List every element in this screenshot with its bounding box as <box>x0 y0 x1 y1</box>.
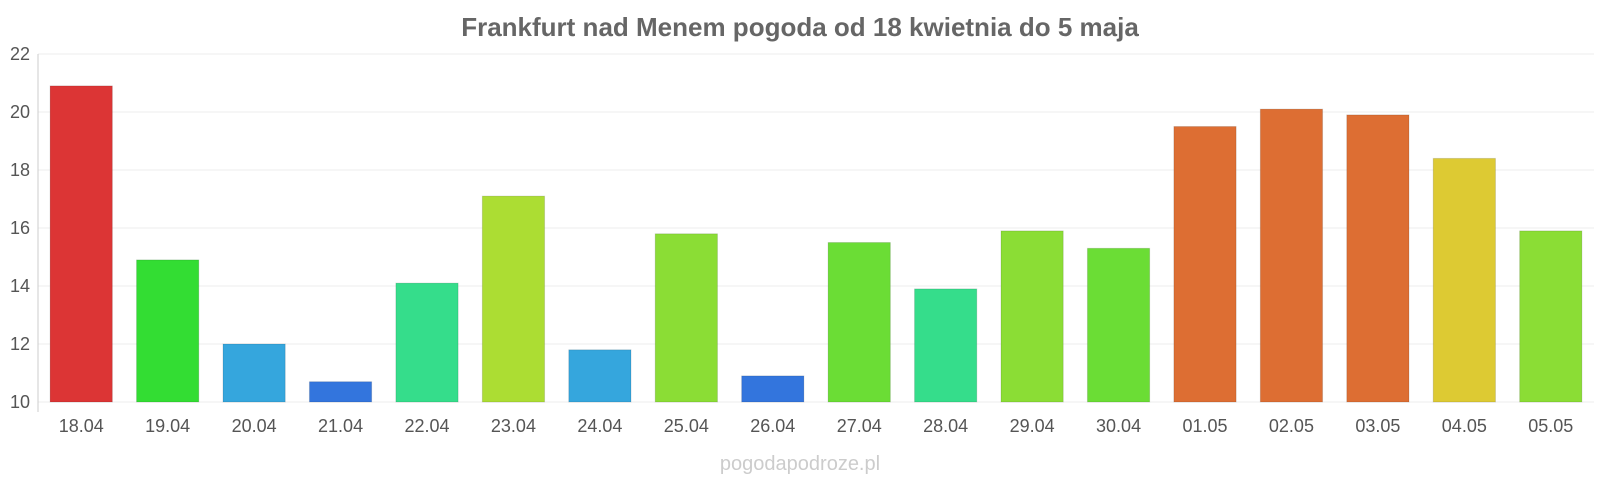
x-tick-label: 26.04 <box>750 416 795 436</box>
y-tick-label: 12 <box>10 334 30 354</box>
x-tick-label: 22.04 <box>404 416 449 436</box>
y-tick-label: 14 <box>10 276 30 296</box>
bar-19.04 <box>136 259 200 403</box>
gridlines <box>38 53 1594 403</box>
bar-03.05 <box>1346 114 1410 403</box>
x-tick-label: 18.04 <box>59 416 104 436</box>
x-tick-label: 03.05 <box>1355 416 1400 436</box>
bar-22.04 <box>395 282 459 403</box>
y-axis-ticks: 10 12 14 16 18 20 22 <box>10 44 30 412</box>
y-tick-label: 22 <box>10 44 30 64</box>
x-tick-label: 01.05 <box>1182 416 1227 436</box>
bar-02.05 <box>1259 108 1324 403</box>
x-tick-label: 05.05 <box>1528 416 1573 436</box>
bar-01.05 <box>1173 126 1237 403</box>
x-tick-label: 19.04 <box>145 416 190 436</box>
bars <box>49 85 1583 403</box>
bar-30.04 <box>1086 247 1151 403</box>
bar-29.04 <box>1000 230 1064 403</box>
y-tick-label: 10 <box>10 392 30 412</box>
x-tick-label: 29.04 <box>1010 416 1055 436</box>
y-tick-label: 20 <box>10 102 30 122</box>
x-tick-label: 27.04 <box>837 416 882 436</box>
x-tick-label: 04.05 <box>1442 416 1487 436</box>
x-tick-label: 20.04 <box>232 416 277 436</box>
bar-28.04 <box>914 288 978 403</box>
bar-27.04 <box>827 242 891 403</box>
y-tick-label: 18 <box>10 160 30 180</box>
x-tick-label: 28.04 <box>923 416 968 436</box>
x-tick-label: 02.05 <box>1269 416 1314 436</box>
chart-title: Frankfurt nad Menem pogoda od 18 kwietni… <box>461 12 1139 42</box>
bar-20.04 <box>222 343 286 403</box>
bar-26.04 <box>741 375 805 403</box>
bar-05.05 <box>1519 230 1583 403</box>
y-tick-label: 16 <box>10 218 30 238</box>
watermark: pogodapodroze.pl <box>720 453 880 475</box>
x-axis-ticks: 18.04 19.04 20.04 21.04 22.04 23.04 24.04 25.04… <box>59 416 1574 436</box>
bar-21.04 <box>308 381 373 403</box>
x-tick-label: 25.04 <box>664 416 709 436</box>
bar-04.05 <box>1432 157 1496 403</box>
bar-24.04 <box>568 349 632 403</box>
bar-25.04 <box>654 233 718 403</box>
x-tick-label: 21.04 <box>318 416 363 436</box>
bar-18.04 <box>49 85 113 403</box>
x-tick-label: 24.04 <box>577 416 622 436</box>
x-tick-label: 30.04 <box>1096 416 1141 436</box>
bar-23.04 <box>481 195 546 403</box>
x-tick-label: 23.04 <box>491 416 536 436</box>
